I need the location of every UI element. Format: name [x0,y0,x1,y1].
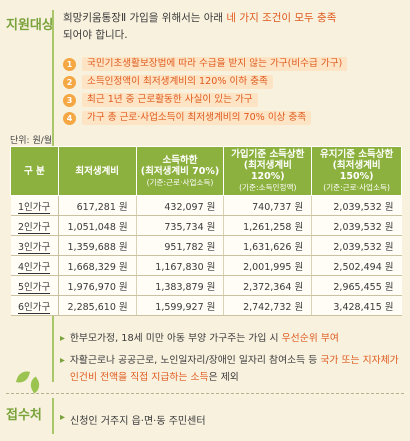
table-row: 1인가구 617,281 원 432,097 원 740,737 원 2,039… [10,195,402,216]
leaf-icon [27,376,43,394]
bullet-icon: ▸ [60,412,66,423]
condition-item: 1 국민기초생활보장법에 따라 수급을 받지 않는 가구(비수급 가구) [63,55,401,73]
cell: 2,742,732 원 [223,295,313,316]
table-row: 3인가구 1,359,688 원 951,782 원 1,631,626 원 2… [10,235,402,256]
condition-number: 1 [63,57,76,71]
header-main: 유지기준 소득상한 (최저생계비 150%) [319,149,394,182]
table-unit-label: 단위: 원/월 [10,136,53,146]
table-row: 2인가구 1,051,048 원 735,734 원 1,261,258 원 2… [10,215,402,236]
cell: 1,261,258 원 [223,215,313,236]
cell: 1,668,329 원 [58,255,137,276]
table-row: 5인가구 1,976,970 원 1,383,879 원 2,372,364 원… [10,275,402,296]
intro-line1: 희망키움통장Ⅱ 가입을 위해서는 아래 [63,12,227,24]
header-join-upper-limit: 가입기준 소득상한 (최저생계비 120%) (기준:소득인정액) [223,146,313,196]
leaf-icon [15,368,31,386]
cell: 617,281 원 [58,195,137,216]
cell: 432,097 원 [136,195,225,216]
cell: 2,039,532 원 [311,235,402,256]
cell: 2,965,455 원 [311,275,402,296]
reception-text: 신청인 거주지 읍·면·동 주민센터 [70,416,206,427]
reception-item: ▸ 신청인 거주지 읍·면·동 주민센터 [60,412,206,427]
row-label: 3인가구 [10,235,59,256]
cell: 3,428,415 원 [311,295,402,316]
condition-text: 소득인정액이 최저생계비의 120% 이하 충족 [82,75,273,89]
bullet-icon: ▸ [60,333,65,344]
cell: 1,167,830 원 [136,255,225,276]
cell: 1,976,970 원 [58,275,137,296]
cell: 735,734 원 [136,215,225,236]
condition-number: 2 [63,75,76,89]
condition-number: 4 [63,111,76,125]
note-item: ▸ 자활근로나 공공근로, 노인일자리/장애인 일자리 참여소득 등 국가 또는… [60,352,405,386]
header-category: 구 분 [10,146,59,196]
cell: 2,285,610 원 [58,295,137,316]
row-label: 4인가구 [10,255,59,276]
table-row: 6인가구 2,285,610 원 1,599,927 원 2,742,732 원… [10,295,402,316]
table-row: 4인가구 1,668,329 원 1,167,830 원 2,001,995 원… [10,255,402,276]
cell: 1,359,688 원 [58,235,137,256]
header-sub: (기준:근로·사업소득) [323,183,390,192]
section-label-eligibility: 지원대상 [6,18,54,33]
cell: 2,039,532 원 [311,215,402,236]
header-min-living-cost: 최저생계비 [57,146,137,196]
header-sub: (기준:소득인정액) [239,183,297,192]
header-main: 소득하한 (최저생계비 70%) [140,154,220,177]
condition-item: 2 소득인정액이 최저생계비의 120% 이하 충족 [63,73,401,91]
header-maintain-upper-limit: 유지기준 소득상한 (최저생계비 150%) (기준:근로·사업소득) [311,146,402,196]
note-text: 자활근로나 공공근로, 노인일자리/장애인 일자리 참여소득 등 국가 또는 지… [69,355,399,383]
row-label: 5인가구 [10,275,59,296]
table-header-row: 구 분 최저생계비 소득하한 (최저생계비 70%) (기준:근로·사업소득) … [10,146,402,196]
condition-item: 4 가구 총 근로·사업소득이 최저생계비의 70% 이상 충족 [63,109,401,127]
condition-text: 최근 1년 중 근로활동한 사실이 있는 가구 [82,93,258,107]
cell: 1,631,626 원 [223,235,313,256]
notes: ▸ 한부모가정, 18세 미만 아동 부양 가구주는 가입 시 우선순위 부여 … [60,330,405,386]
cell: 1,383,879 원 [136,275,225,296]
row-label: 2인가구 [10,215,59,236]
intro-text: 희망키움통장Ⅱ 가입을 위해서는 아래 네 가지 조건이 모두 충족 되어야 합… [63,10,403,44]
note-text: 한부모가정, 18세 미만 아동 부양 가구주는 가입 시 우선순위 부여 [69,333,339,344]
section-label-reception: 접수처 [6,408,42,423]
header-sub: (기준:근로·사업소득) [146,177,214,187]
header-income-lower-limit: 소득하한 (최저생계비 70%) (기준:근로·사업소득) [135,146,225,196]
dashed-divider [6,393,404,394]
cell: 1,051,048 원 [58,215,137,236]
condition-text: 국민기초생활보장법에 따라 수급을 받지 않는 가구(비수급 가구) [82,57,348,71]
conditions-list: 1 국민기초생활보장법에 따라 수급을 받지 않는 가구(비수급 가구) 2 소… [63,55,401,128]
cell: 951,782 원 [136,235,225,256]
condition-text: 가구 총 근로·사업소득이 최저생계비의 70% 이상 충족 [82,111,312,125]
header-main: 가입기준 소득상한 (최저생계비 120%) [231,149,305,182]
condition-number: 3 [63,93,76,107]
income-table: 구 분 최저생계비 소득하한 (최저생계비 70%) (기준:근로·사업소득) … [10,146,402,316]
intro-highlight: 네 가지 조건이 모두 충족 [226,12,337,24]
row-label: 6인가구 [10,295,59,316]
condition-item: 3 최근 1년 중 근로활동한 사실이 있는 가구 [63,91,401,109]
cell: 2,039,532 원 [311,195,402,216]
cell: 1,599,927 원 [136,295,225,316]
section-divider-line [52,398,54,434]
cell: 2,502,494 원 [311,255,402,276]
row-label: 1인가구 [10,195,59,216]
intro-line2: 되어야 합니다. [63,29,128,41]
cell: 2,001,995 원 [223,255,313,276]
bullet-icon: ▸ [60,355,65,366]
cell: 740,737 원 [223,195,313,216]
cell: 2,372,364 원 [223,275,313,296]
note-item: ▸ 한부모가정, 18세 미만 아동 부양 가구주는 가입 시 우선순위 부여 [60,330,405,347]
